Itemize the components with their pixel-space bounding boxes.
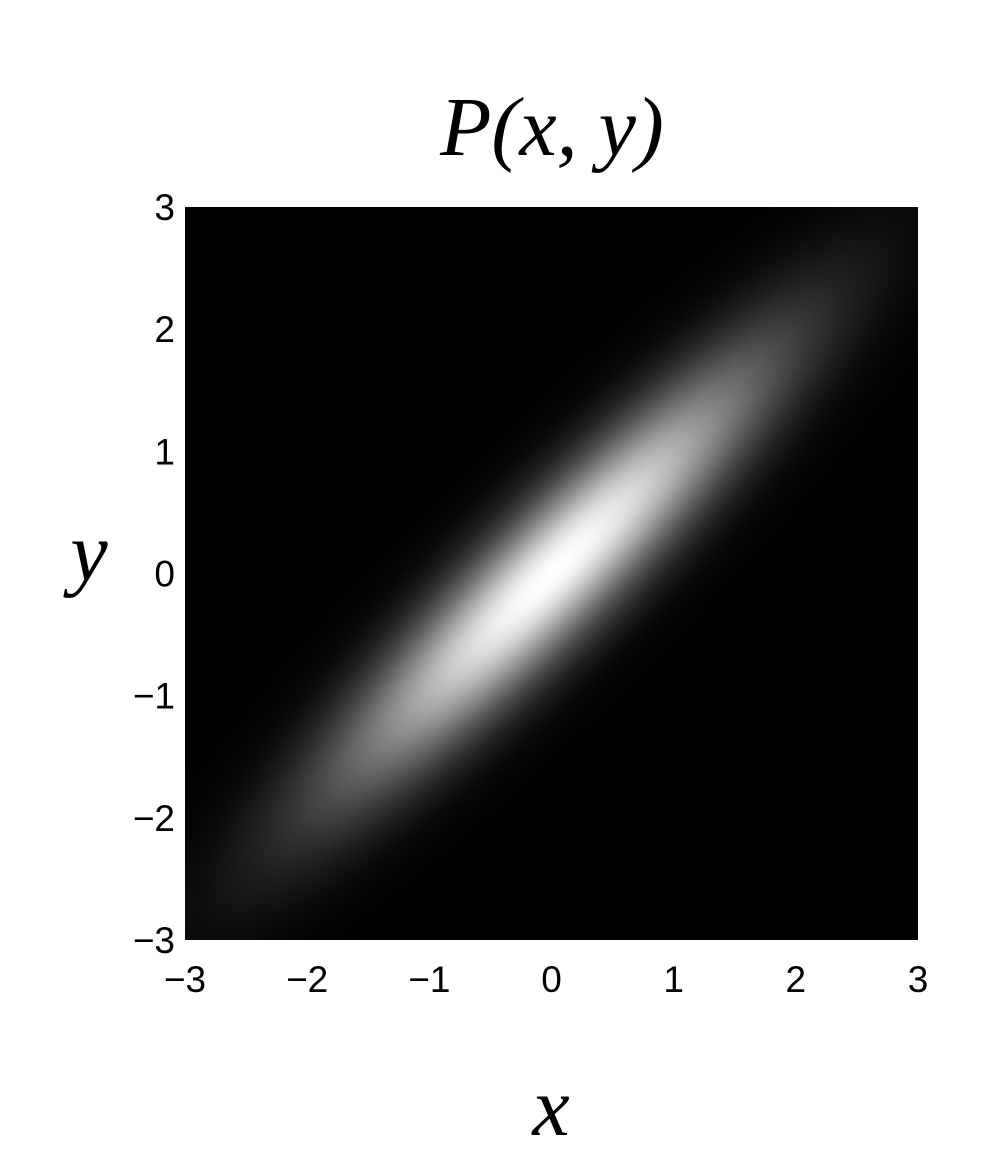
plot-area (185, 207, 918, 940)
y-tick-label: 2 (154, 309, 175, 350)
x-tick-label: 1 (663, 959, 684, 1000)
x-axis-label: x (530, 1061, 569, 1154)
y-tick-label: 1 (154, 431, 175, 472)
x-tick-label: −1 (408, 959, 450, 1000)
heatmap-surface (185, 207, 918, 940)
x-tick-label: 2 (786, 959, 807, 1000)
y-tick-label: −3 (133, 920, 175, 961)
y-tick-label: −2 (133, 798, 175, 839)
x-axis-ticks: −3 −2 −1 0 1 2 3 (164, 959, 928, 1000)
y-tick-label: −1 (133, 676, 175, 717)
x-tick-label: −3 (164, 959, 206, 1000)
x-tick-label: 3 (908, 959, 929, 1000)
x-tick-label: −2 (286, 959, 328, 1000)
y-tick-label: 3 (154, 187, 175, 228)
y-axis-ticks: −3 −2 −1 0 1 2 3 (133, 187, 175, 961)
heatmap-canvas (185, 207, 918, 940)
y-axis-label: y (62, 506, 108, 599)
y-tick-label: 0 (154, 554, 175, 595)
x-tick-label: 0 (541, 959, 562, 1000)
chart-title: P(x, y) (439, 81, 664, 174)
